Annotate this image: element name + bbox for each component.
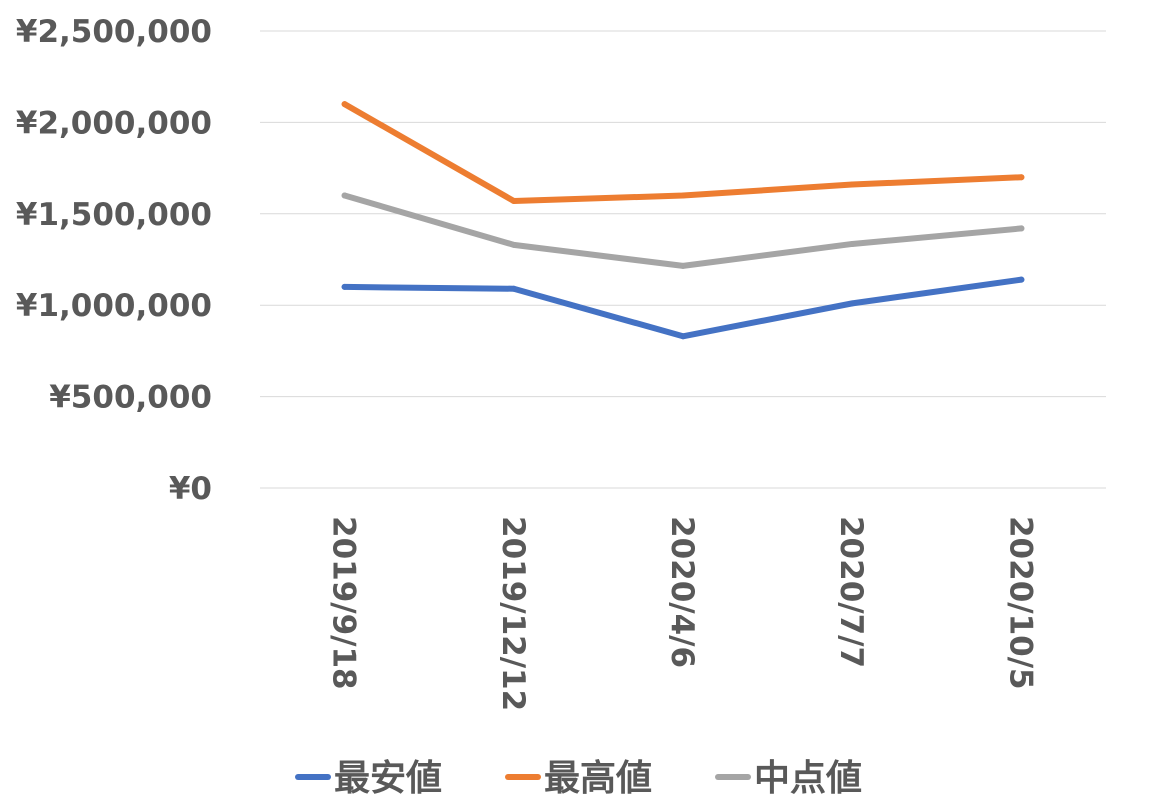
series-lines xyxy=(341,101,1025,340)
gridlines xyxy=(260,30,1106,489)
series-line-2 xyxy=(341,101,1025,205)
y-axis-tick-labels: ¥0 ¥500,000 ¥1,000,000 ¥1,500,000 ¥2,000,000… xyxy=(16,14,212,507)
data-point xyxy=(680,333,686,340)
legend-label: 最高値 xyxy=(544,758,652,799)
y-tick-label: ¥0 xyxy=(169,471,212,507)
x-tick-label: 2020/4/6 xyxy=(664,516,700,668)
x-tick-label: 2020/10/5 xyxy=(1002,516,1038,690)
series-line-3 xyxy=(341,192,1025,269)
x-axis-tick-labels: 2019/9/18 2019/12/12 2020/4/6 2020/7/7 2020/… xyxy=(326,516,1039,711)
data-point xyxy=(510,285,517,292)
x-tick-label: 2019/9/18 xyxy=(326,516,362,690)
data-point xyxy=(1018,174,1025,181)
data-point xyxy=(341,192,348,199)
data-point xyxy=(680,262,686,269)
data-point xyxy=(510,241,517,248)
x-tick-label: 2020/7/7 xyxy=(833,516,869,668)
data-point xyxy=(849,300,856,307)
legend-label: 最安値 xyxy=(334,758,442,799)
legend: 最安値 最高値 中点値 xyxy=(295,758,862,799)
legend-label: 中点値 xyxy=(754,758,862,799)
y-tick-label: ¥1,000,000 xyxy=(16,288,212,324)
data-point xyxy=(341,101,348,108)
x-tick-label: 2019/12/12 xyxy=(495,516,531,711)
data-point xyxy=(849,240,856,247)
y-tick-label: ¥2,500,000 xyxy=(16,14,212,50)
y-tick-label: ¥1,500,000 xyxy=(16,197,212,233)
data-point xyxy=(1018,225,1025,232)
y-tick-label: ¥2,000,000 xyxy=(16,105,212,141)
data-point xyxy=(341,283,348,290)
data-point xyxy=(680,192,686,199)
y-tick-label: ¥500,000 xyxy=(49,380,212,416)
data-point xyxy=(849,181,856,188)
data-point xyxy=(510,198,517,205)
data-point xyxy=(1018,276,1025,283)
series-line-1 xyxy=(341,276,1025,340)
